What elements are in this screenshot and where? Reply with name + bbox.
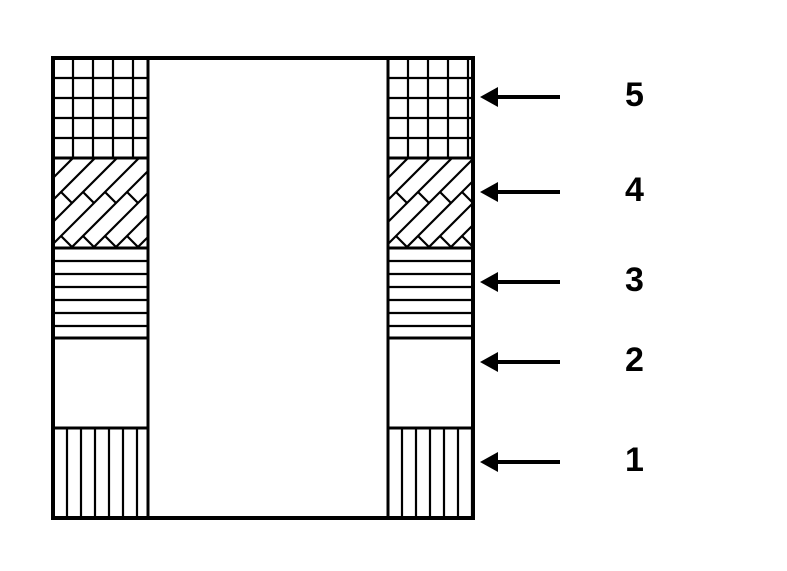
layer-label-4: 4: [625, 171, 644, 210]
layer-label-2: 2: [625, 341, 644, 380]
pointer-arrow: [480, 447, 570, 477]
layer-label-3: 3: [625, 261, 644, 300]
layer-label-5: 5: [625, 76, 644, 115]
pointer-arrow: [480, 267, 570, 297]
pointer-arrow: [480, 177, 570, 207]
pointer-arrow: [480, 347, 570, 377]
layer-stack-diagram: [50, 55, 476, 521]
pointer-arrow: [480, 82, 570, 112]
layer-label-1: 1: [625, 441, 644, 480]
